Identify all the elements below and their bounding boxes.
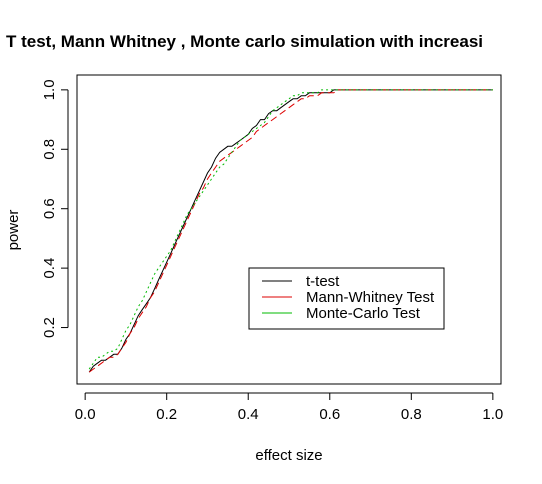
series-layer <box>88 89 493 373</box>
legend-label: Monte-Carlo Test <box>306 305 421 322</box>
y-tick-label: 0.4 <box>41 258 58 279</box>
legend-label: t-test <box>306 273 340 290</box>
x-axis: 0.0 0.2 0.4 0.6 0.8 1.0 <box>75 392 503 423</box>
legend-label: Mann-Whitney Test <box>306 289 435 306</box>
x-tick-label: 0.8 <box>401 406 422 423</box>
x-tick-label: 0.2 <box>156 406 177 423</box>
y-tick-label: 0.6 <box>41 198 58 219</box>
x-tick-label: 0.6 <box>319 406 340 423</box>
y-tick-label: 1.0 <box>41 79 58 100</box>
y-axis: 0.2 0.4 0.6 0.8 1.0 <box>41 79 69 338</box>
series-line-2 <box>88 89 493 373</box>
chart-title: T test, Mann Whitney , Monte carlo simul… <box>6 32 483 51</box>
series-line-1 <box>88 89 493 373</box>
y-tick-label: 0.2 <box>41 317 58 338</box>
legend-box <box>248 267 445 330</box>
y-axis-label: power <box>5 210 22 251</box>
y-tick-label: 0.8 <box>41 139 58 160</box>
plot-frame <box>76 74 502 385</box>
x-tick-label: 0.0 <box>75 406 96 423</box>
x-axis-label: effect size <box>255 447 322 464</box>
x-tick-label: 0.4 <box>238 406 259 423</box>
x-tick-label: 1.0 <box>482 406 503 423</box>
